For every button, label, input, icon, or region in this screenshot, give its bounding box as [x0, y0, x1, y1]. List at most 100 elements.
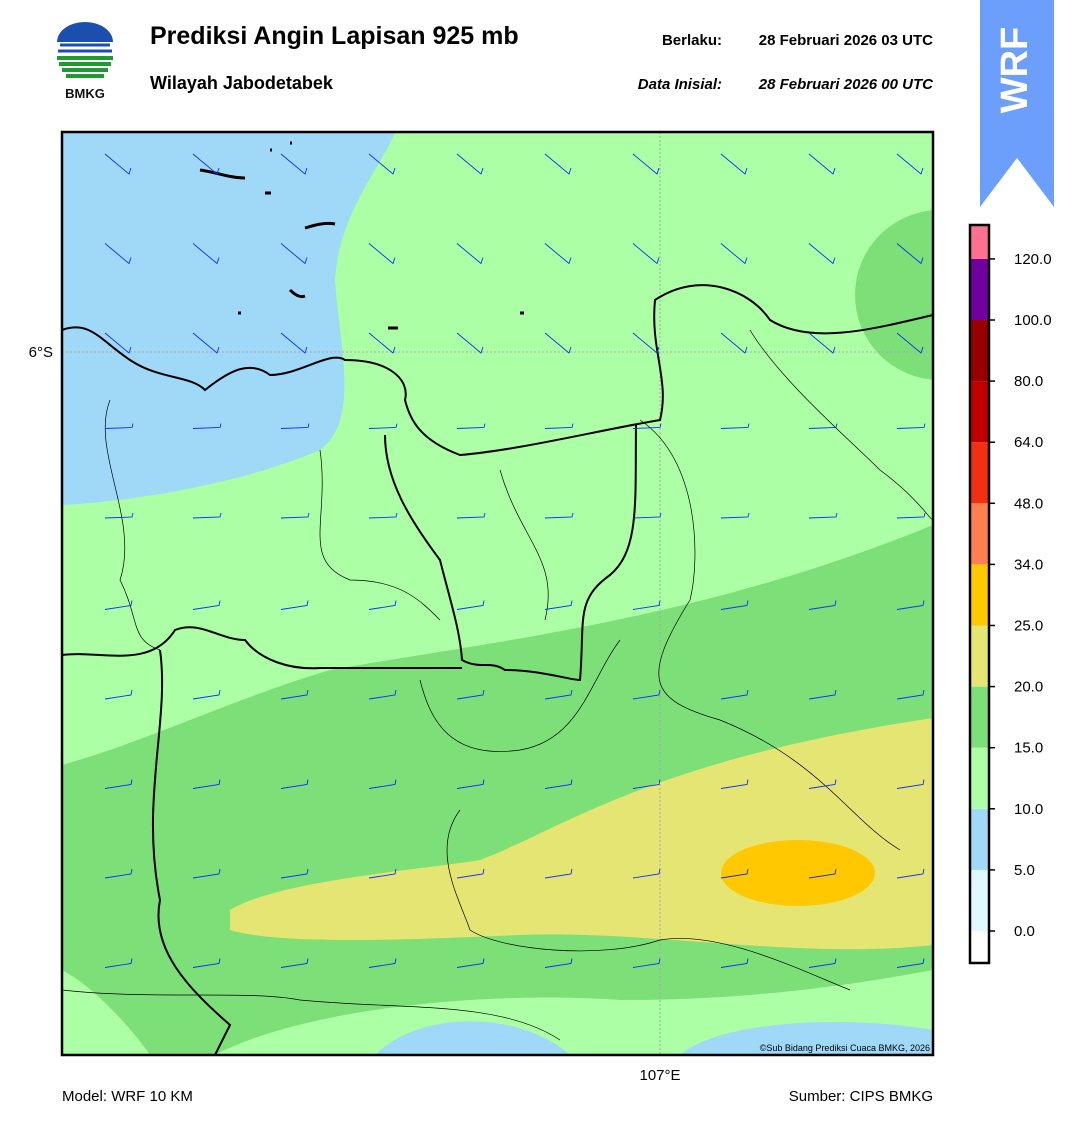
wind-barb — [544, 512, 574, 519]
wind-barb — [720, 423, 750, 429]
wind-barb — [456, 958, 485, 968]
wind-barb — [280, 243, 308, 265]
wind-barb — [192, 958, 221, 968]
init-label: Data Inisial: — [638, 76, 722, 93]
wind-barb — [192, 689, 221, 700]
wind-barb — [280, 512, 310, 519]
map: ©Sub Bidang Prediksi Cuaca BMKG, 2026 — [62, 132, 933, 1055]
colorbar-label: 120.0 — [1014, 251, 1052, 268]
wind-barb — [280, 779, 309, 789]
wind-barb — [808, 689, 837, 700]
wind-barb — [104, 423, 134, 429]
wind-barb — [632, 512, 662, 519]
wind-barb — [720, 512, 750, 519]
wind-barb — [368, 600, 397, 610]
wind-barb — [280, 332, 308, 354]
init-time: 28 Februari 2026 00 UTC — [758, 76, 934, 93]
wind-barb — [720, 868, 749, 879]
wind-barb — [720, 779, 749, 789]
wind-barb — [104, 958, 133, 968]
wind-barb — [720, 153, 748, 175]
wind-barb — [544, 153, 572, 175]
wind-barb — [280, 153, 308, 175]
wind-barb — [896, 779, 925, 789]
footer-source: Sumber: CIPS BMKG — [789, 1088, 933, 1105]
wind-barb — [456, 332, 484, 354]
wind-barb — [632, 332, 660, 354]
wind-barb — [720, 689, 749, 700]
wind-barb — [104, 689, 133, 700]
wind-barb — [808, 153, 836, 175]
wind-barb — [632, 779, 661, 789]
wind-barb — [104, 600, 133, 610]
wind-barb — [280, 423, 310, 429]
wind-barb — [896, 600, 925, 610]
wind-barb — [896, 512, 926, 519]
wind-barb — [808, 600, 837, 610]
wind-barb — [808, 332, 836, 354]
wind-barb — [456, 153, 484, 175]
wind-barb — [368, 689, 397, 700]
wind-barb — [104, 868, 133, 879]
colorbar-label: 100.0 — [1014, 312, 1052, 329]
colorbar-segment — [970, 625, 989, 687]
lon-label: 107°E — [639, 1067, 680, 1084]
wind-barb — [456, 243, 484, 265]
wind-barb — [368, 423, 398, 429]
wind-barb — [896, 423, 926, 429]
wind-barb — [368, 512, 398, 519]
colorbar-label: 0.0 — [1014, 923, 1035, 940]
wind-barb — [368, 958, 397, 968]
wind-barb — [368, 332, 396, 354]
colorbar-label: 20.0 — [1014, 679, 1043, 696]
wind-barb — [896, 689, 925, 700]
colorbar-frame — [968, 223, 991, 965]
wind-barb — [544, 243, 572, 265]
colorbar-label: 5.0 — [1014, 862, 1035, 879]
wind-barb — [104, 243, 132, 265]
wind-barb — [544, 868, 573, 879]
wind-barb — [280, 600, 309, 610]
wind-barb — [192, 243, 220, 265]
wind-barb — [456, 512, 486, 519]
wind-barb — [368, 779, 397, 789]
wind-barb — [808, 423, 838, 429]
valid-time: 28 Februari 2026 03 UTC — [759, 32, 933, 49]
wind-barb — [456, 423, 486, 429]
wind-barb — [544, 689, 573, 700]
wind-barb — [632, 153, 660, 175]
wind-barb — [104, 332, 132, 354]
wind-barb — [368, 868, 397, 879]
wind-barb — [368, 153, 396, 175]
wind-barb — [192, 153, 220, 175]
wind-barb — [192, 423, 222, 429]
logo: BMKG — [57, 22, 113, 101]
wind-barb — [808, 868, 837, 879]
wind-barb — [896, 332, 924, 354]
wind-barb — [192, 600, 221, 610]
wind-barb — [720, 332, 748, 354]
wind-barb — [544, 332, 572, 354]
wind-barb — [456, 689, 485, 700]
colorbar-segment — [970, 564, 989, 626]
colorbar-segment — [970, 381, 989, 443]
wind-barb — [720, 600, 749, 610]
wind-barb — [544, 423, 574, 429]
wind-barb — [104, 779, 133, 789]
colorbar-segment — [970, 931, 989, 963]
wind-barb — [192, 779, 221, 789]
wind-barb — [632, 243, 660, 265]
map-frame — [60, 130, 935, 1057]
wind-barb — [896, 868, 925, 879]
wind-barb — [456, 779, 485, 789]
wind-barb — [456, 868, 485, 879]
wind-barb — [632, 868, 661, 879]
subtitle: Wilayah Jabodetabek — [150, 73, 334, 93]
wind-barb — [896, 958, 925, 968]
colorbar-segment — [970, 258, 989, 320]
colorbar-segment — [970, 320, 989, 382]
wind-barb — [632, 689, 661, 700]
colorbar-segment — [970, 442, 989, 504]
